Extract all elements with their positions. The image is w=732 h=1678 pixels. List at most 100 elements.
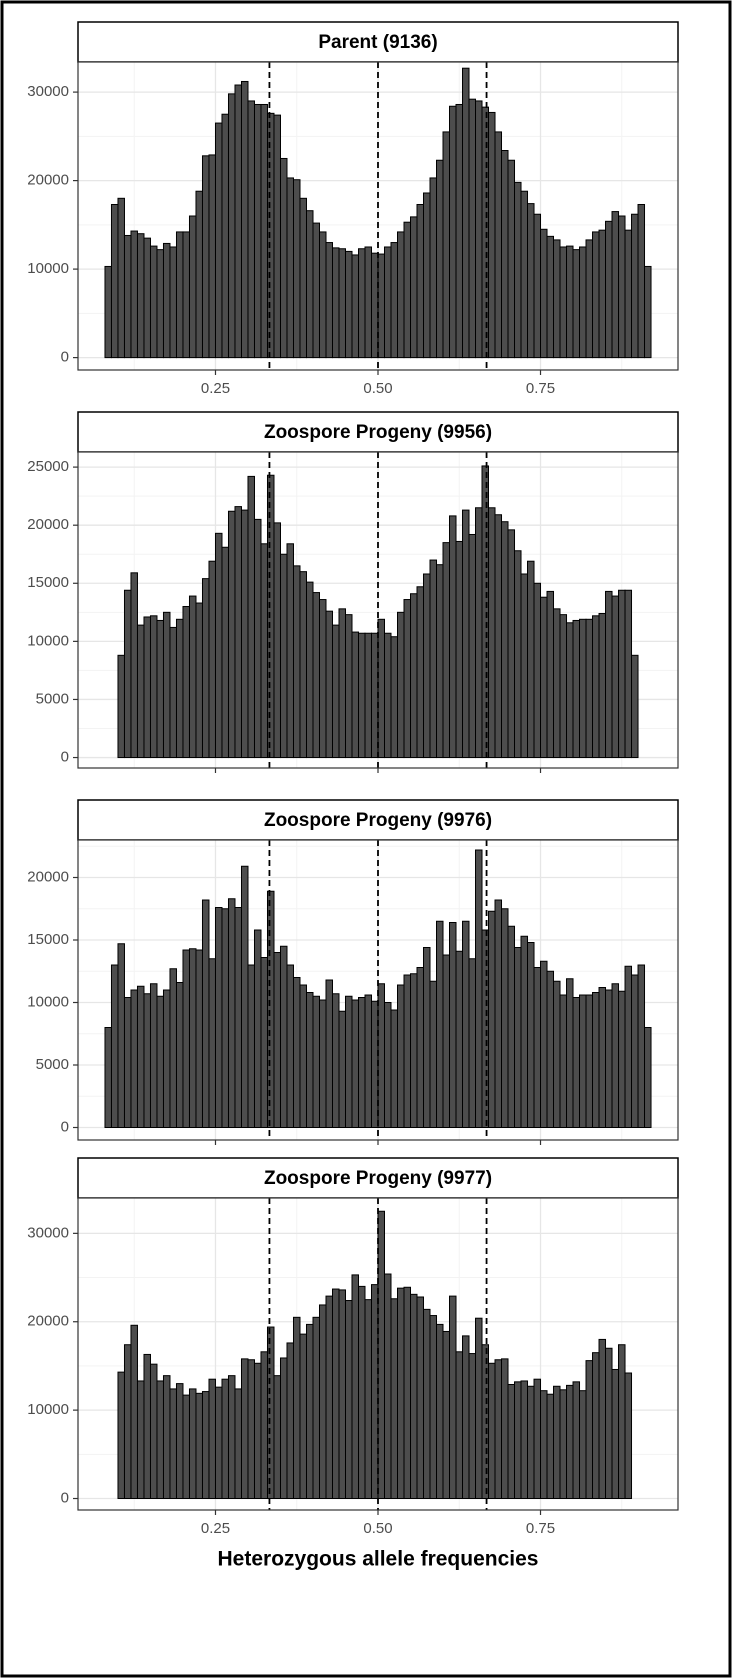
bar [507,1383,516,1500]
x-axis-label: Heterozygous allele frequencies [218,1548,539,1571]
bar [149,983,158,1128]
bar [644,1027,652,1128]
bar [644,265,652,359]
bar [540,228,548,359]
bar [234,84,242,359]
bar [572,997,581,1128]
bar [195,1392,203,1500]
bar [403,221,412,359]
bar [429,1315,438,1500]
bar [195,949,203,1128]
bar [188,1388,197,1500]
bar [247,100,255,359]
bar [397,231,405,359]
bar [221,908,229,1128]
bar [117,943,125,1128]
bar [449,105,457,359]
bar [351,254,359,359]
bar [605,220,613,359]
bar [390,1009,399,1128]
bar [468,533,477,759]
bar [481,106,490,359]
bar [201,155,210,359]
bar [143,993,151,1128]
bar [292,977,301,1128]
bar [214,122,223,359]
bar [514,181,522,359]
bar [436,1323,444,1500]
bar [611,211,620,359]
bar [455,950,464,1128]
y-tick-label: 25000 [27,458,69,475]
bar [305,210,314,359]
bar [201,1391,210,1500]
bar [611,1368,620,1500]
bar [247,475,255,759]
bar [338,1010,346,1128]
bar [520,1380,529,1500]
bar [279,553,288,759]
bar [266,890,275,1128]
bar [253,1362,262,1500]
bar [429,980,438,1128]
bar [169,246,177,359]
bar [429,177,438,359]
panel-title: Zoospore Progeny (9976) [264,810,492,831]
bar [221,1378,229,1500]
y-tick-label: 20000 [27,868,69,885]
bar [273,114,281,359]
bar [143,237,151,359]
bar [149,1363,158,1500]
bar [527,942,535,1128]
bar [149,615,158,759]
x-tick-label: 0.25 [201,1520,230,1537]
bar [136,1380,145,1500]
bar [507,925,516,1128]
bar [279,1357,288,1500]
bar [182,949,190,1128]
x-tick-label: 0.75 [526,380,555,397]
bar [234,506,242,759]
bar [507,159,516,359]
bar [520,573,529,759]
bar [410,216,418,359]
bar [370,1284,379,1500]
y-tick-label: 15000 [27,931,69,948]
bar [501,150,509,359]
bar [175,231,184,359]
bar [240,509,249,759]
bar [130,1324,138,1500]
bar [273,522,281,759]
strip [77,799,679,841]
bar [325,1295,333,1500]
bar [501,521,509,759]
bar [559,994,568,1128]
bar [162,611,171,759]
bar [247,964,255,1128]
bar [338,248,346,359]
bar [104,1027,112,1128]
bar [403,974,412,1128]
bar [318,599,327,759]
bar [208,958,216,1128]
bar [117,197,125,359]
strip [77,1157,679,1199]
bar [397,611,405,759]
bar [423,947,431,1128]
bar [442,954,451,1128]
bar [579,1390,587,1500]
bar [501,908,509,1128]
bar [631,213,639,359]
bar [559,246,568,359]
bar [364,246,372,359]
bar [611,595,620,759]
bar [462,920,470,1128]
bar [260,103,268,359]
bar [410,973,418,1128]
bar [312,592,320,759]
bar [462,509,470,759]
bar [169,626,177,759]
y-tick-label: 10000 [27,632,69,649]
bar [553,1385,561,1500]
bar [286,177,294,359]
